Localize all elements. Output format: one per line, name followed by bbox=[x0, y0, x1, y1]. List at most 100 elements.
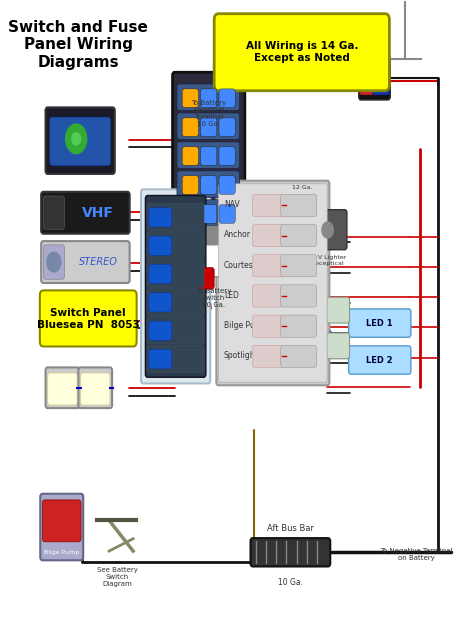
FancyBboxPatch shape bbox=[147, 345, 204, 373]
FancyBboxPatch shape bbox=[40, 290, 137, 347]
FancyBboxPatch shape bbox=[147, 260, 204, 287]
FancyBboxPatch shape bbox=[219, 118, 235, 136]
Circle shape bbox=[72, 132, 81, 145]
FancyBboxPatch shape bbox=[252, 254, 284, 277]
FancyBboxPatch shape bbox=[46, 107, 115, 174]
FancyBboxPatch shape bbox=[281, 315, 317, 337]
FancyBboxPatch shape bbox=[281, 345, 317, 368]
Text: 12 V Lighter
Receptical: 12 V Lighter Receptical bbox=[309, 255, 347, 266]
FancyBboxPatch shape bbox=[252, 225, 284, 246]
FancyBboxPatch shape bbox=[149, 236, 172, 255]
Text: Anchor: Anchor bbox=[224, 230, 251, 240]
Text: All Wiring is 14 Ga.
Except as Noted: All Wiring is 14 Ga. Except as Noted bbox=[246, 41, 358, 63]
Text: NAV: NAV bbox=[224, 200, 239, 209]
FancyBboxPatch shape bbox=[177, 113, 239, 139]
FancyBboxPatch shape bbox=[214, 14, 389, 91]
FancyBboxPatch shape bbox=[281, 194, 317, 217]
FancyBboxPatch shape bbox=[43, 245, 64, 279]
FancyBboxPatch shape bbox=[46, 368, 79, 408]
Text: Aft Bus Bar: Aft Bus Bar bbox=[267, 524, 314, 532]
Text: VHF: VHF bbox=[82, 206, 114, 220]
FancyBboxPatch shape bbox=[41, 192, 130, 234]
FancyBboxPatch shape bbox=[309, 210, 347, 249]
FancyBboxPatch shape bbox=[219, 89, 235, 107]
FancyBboxPatch shape bbox=[182, 147, 199, 165]
FancyBboxPatch shape bbox=[81, 373, 110, 405]
FancyBboxPatch shape bbox=[252, 315, 284, 337]
FancyBboxPatch shape bbox=[50, 117, 110, 165]
FancyBboxPatch shape bbox=[252, 345, 284, 368]
FancyBboxPatch shape bbox=[349, 309, 411, 337]
Text: 12 Ga.: 12 Ga. bbox=[292, 185, 313, 190]
FancyBboxPatch shape bbox=[141, 189, 210, 383]
Text: To Negative Terminal
on Battery: To Negative Terminal on Battery bbox=[380, 548, 453, 561]
Text: Spotlight: Spotlight bbox=[224, 351, 258, 360]
FancyBboxPatch shape bbox=[48, 373, 77, 405]
FancyBboxPatch shape bbox=[251, 538, 330, 566]
FancyBboxPatch shape bbox=[147, 204, 204, 231]
FancyBboxPatch shape bbox=[147, 317, 204, 344]
FancyBboxPatch shape bbox=[219, 205, 235, 223]
FancyBboxPatch shape bbox=[149, 293, 172, 312]
FancyBboxPatch shape bbox=[194, 245, 223, 277]
FancyBboxPatch shape bbox=[281, 225, 317, 246]
FancyBboxPatch shape bbox=[252, 285, 284, 307]
FancyBboxPatch shape bbox=[177, 84, 239, 110]
FancyBboxPatch shape bbox=[201, 118, 217, 136]
FancyBboxPatch shape bbox=[40, 494, 83, 560]
Text: LED 1: LED 1 bbox=[366, 319, 393, 327]
FancyBboxPatch shape bbox=[219, 176, 235, 194]
Text: Switch Panel
Bluesea PN  8053: Switch Panel Bluesea PN 8053 bbox=[36, 308, 139, 329]
FancyBboxPatch shape bbox=[146, 196, 206, 378]
FancyBboxPatch shape bbox=[182, 205, 199, 223]
Circle shape bbox=[47, 252, 61, 272]
Text: Switch and Fuse
Panel Wiring
Diagrams: Switch and Fuse Panel Wiring Diagrams bbox=[9, 20, 148, 70]
FancyBboxPatch shape bbox=[349, 346, 411, 374]
Text: To Battery
Negative
Terminal
10 Ga.: To Battery Negative Terminal 10 Ga. bbox=[191, 100, 227, 127]
FancyBboxPatch shape bbox=[190, 226, 228, 248]
FancyBboxPatch shape bbox=[252, 194, 284, 217]
FancyBboxPatch shape bbox=[219, 184, 327, 382]
FancyBboxPatch shape bbox=[327, 297, 349, 323]
FancyBboxPatch shape bbox=[43, 500, 81, 542]
FancyBboxPatch shape bbox=[359, 61, 377, 95]
FancyBboxPatch shape bbox=[43, 196, 64, 230]
Text: See Battery
Switch
Diagram: See Battery Switch Diagram bbox=[97, 567, 137, 587]
FancyBboxPatch shape bbox=[173, 72, 245, 251]
FancyBboxPatch shape bbox=[177, 200, 239, 227]
FancyBboxPatch shape bbox=[78, 368, 112, 408]
FancyBboxPatch shape bbox=[201, 205, 217, 223]
Text: Courtesy: Courtesy bbox=[224, 261, 258, 270]
FancyBboxPatch shape bbox=[219, 147, 235, 165]
FancyBboxPatch shape bbox=[149, 321, 172, 340]
FancyBboxPatch shape bbox=[147, 232, 204, 259]
FancyBboxPatch shape bbox=[177, 171, 239, 197]
FancyBboxPatch shape bbox=[201, 147, 217, 165]
FancyBboxPatch shape bbox=[201, 176, 217, 194]
Text: LED 2: LED 2 bbox=[366, 355, 393, 365]
Text: 10 Ga.: 10 Ga. bbox=[278, 578, 303, 587]
FancyBboxPatch shape bbox=[201, 89, 217, 107]
Text: LED: LED bbox=[224, 291, 239, 300]
Text: Bilge Pump: Bilge Pump bbox=[224, 321, 267, 330]
Circle shape bbox=[322, 222, 333, 238]
FancyBboxPatch shape bbox=[182, 89, 199, 107]
Text: STEREO: STEREO bbox=[79, 257, 118, 267]
Text: To Battery
Switch
10 Ga.: To Battery Switch 10 Ga. bbox=[196, 288, 231, 308]
FancyBboxPatch shape bbox=[200, 267, 214, 289]
FancyBboxPatch shape bbox=[182, 118, 199, 136]
Circle shape bbox=[66, 124, 87, 154]
Text: Bilge Pump: Bilge Pump bbox=[44, 550, 79, 555]
FancyBboxPatch shape bbox=[281, 254, 317, 277]
FancyBboxPatch shape bbox=[41, 241, 130, 283]
FancyBboxPatch shape bbox=[149, 350, 172, 369]
FancyBboxPatch shape bbox=[147, 288, 204, 316]
FancyBboxPatch shape bbox=[149, 208, 172, 227]
FancyBboxPatch shape bbox=[177, 142, 239, 168]
FancyBboxPatch shape bbox=[182, 176, 199, 194]
FancyBboxPatch shape bbox=[372, 61, 390, 95]
FancyBboxPatch shape bbox=[327, 333, 349, 359]
FancyBboxPatch shape bbox=[149, 264, 172, 284]
FancyBboxPatch shape bbox=[216, 181, 329, 385]
FancyBboxPatch shape bbox=[359, 56, 390, 100]
